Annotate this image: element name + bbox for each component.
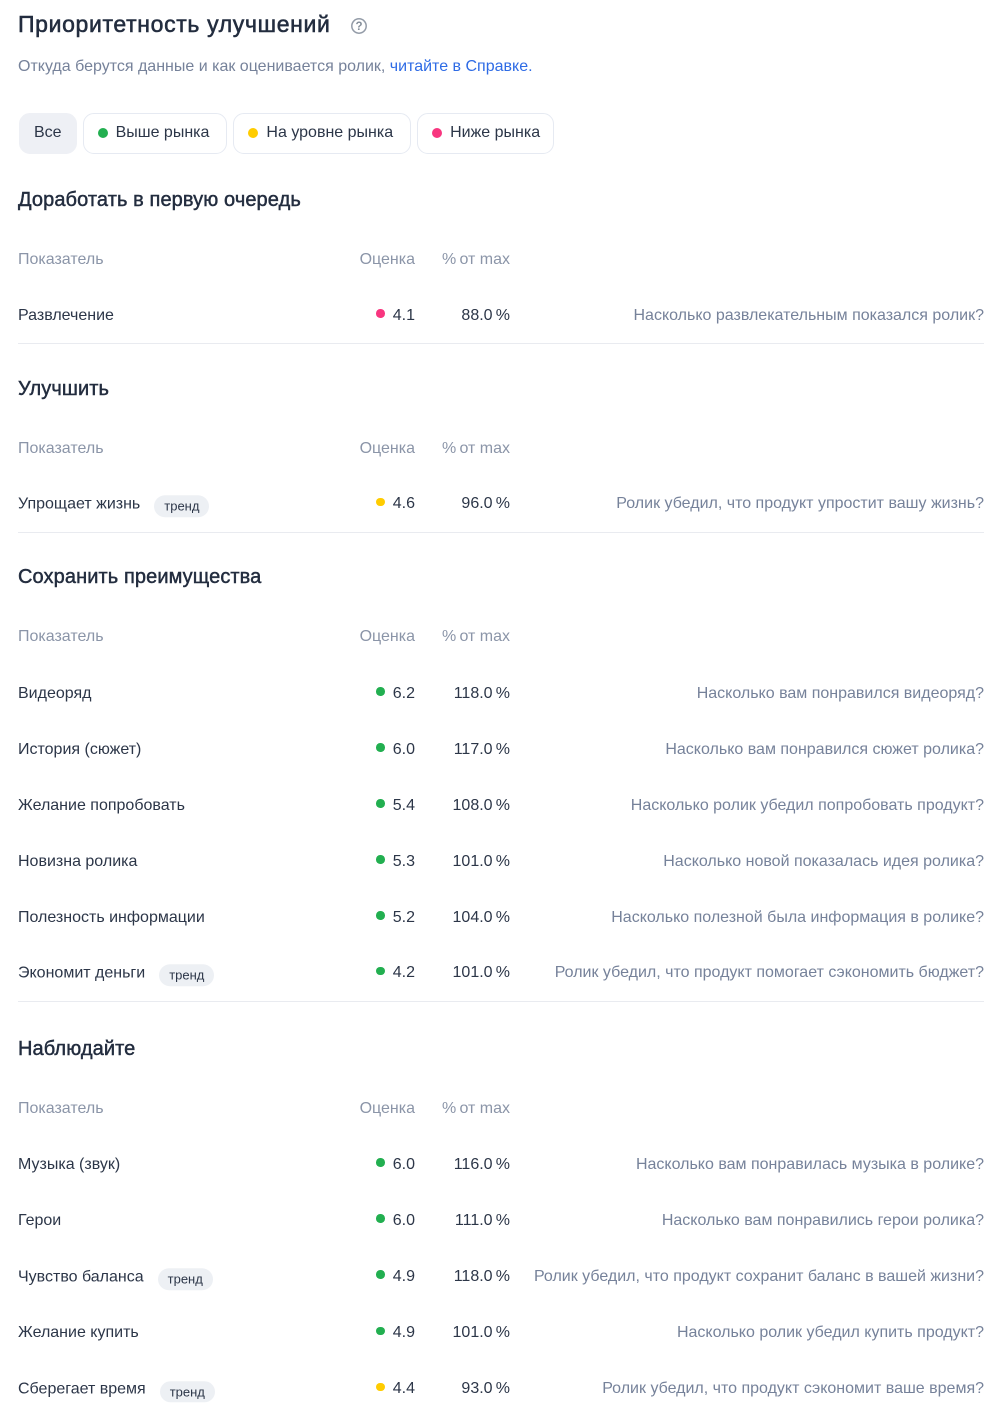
svg-text:?: ?	[356, 21, 363, 33]
